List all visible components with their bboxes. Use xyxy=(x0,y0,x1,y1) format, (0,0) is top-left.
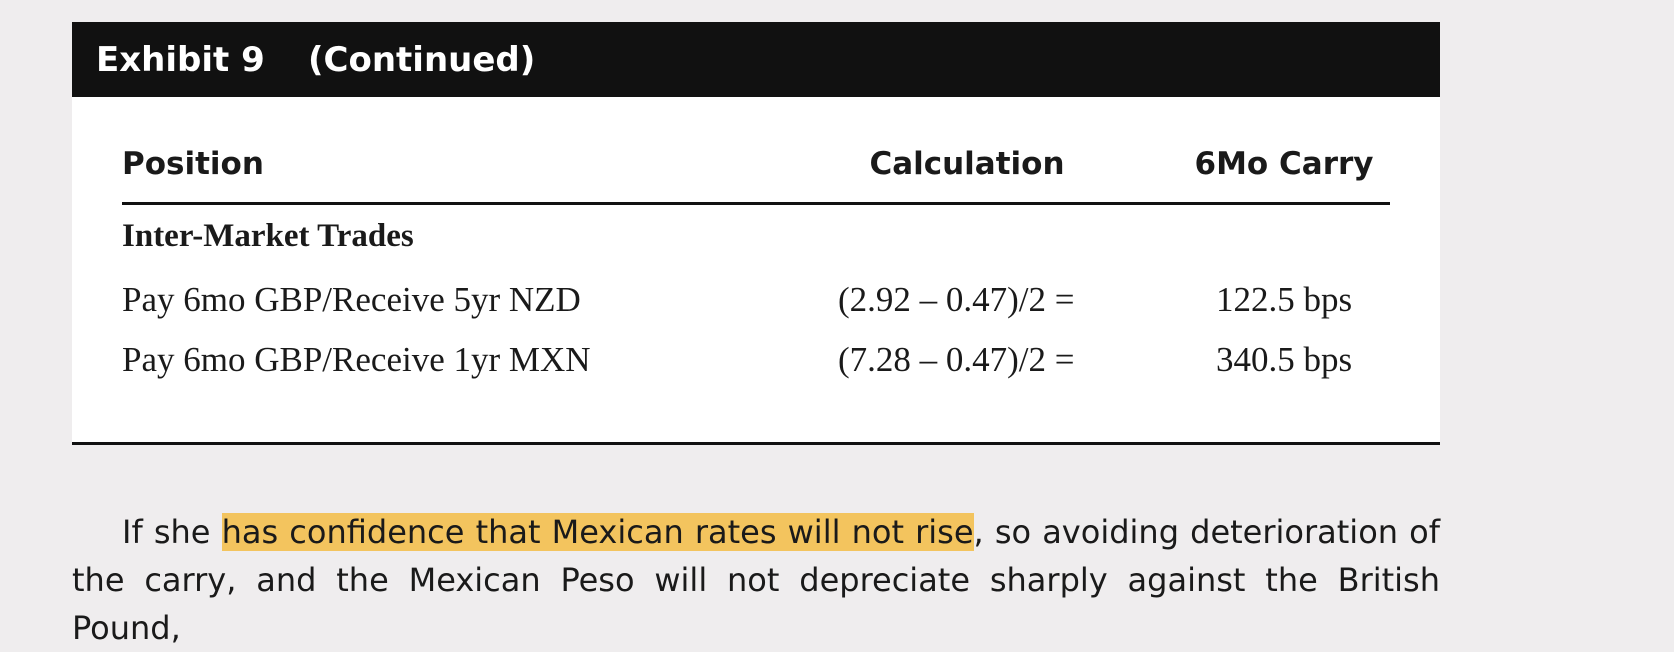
text: If she xyxy=(122,513,222,551)
section-label: Inter-Market Trades xyxy=(122,218,414,254)
exhibit-continued: (Continued) xyxy=(308,40,536,80)
cell: Pay 6mo GBP/Receive 1yr MXN xyxy=(122,340,591,379)
exhibit: Exhibit 9 (Continued) Position Calculati… xyxy=(72,22,1440,445)
text: , so avoiding deterioration of the carry… xyxy=(72,513,1441,647)
header-rule xyxy=(122,202,1390,205)
highlight: has confidence that Mexican rates will n… xyxy=(221,513,974,551)
column-header: 6Mo Carry xyxy=(1194,146,1374,182)
cell: 340.5 bps xyxy=(1215,340,1353,379)
column-header: Calculation xyxy=(869,146,1065,182)
exhibit-header: Exhibit 9 (Continued) xyxy=(72,22,1440,97)
cell: 122.5 bps xyxy=(1215,280,1353,319)
column-header: Position xyxy=(122,146,264,182)
cell: Pay 6mo GBP/Receive 5yr NZD xyxy=(122,280,581,319)
exhibit-label: Exhibit 9 xyxy=(96,40,265,80)
cell: (2.92 – 0.47)/2 = xyxy=(838,280,1075,319)
paragraph: If she has confidence that Mexican rates… xyxy=(72,508,1440,652)
cell: (7.28 – 0.47)/2 = xyxy=(838,340,1075,379)
